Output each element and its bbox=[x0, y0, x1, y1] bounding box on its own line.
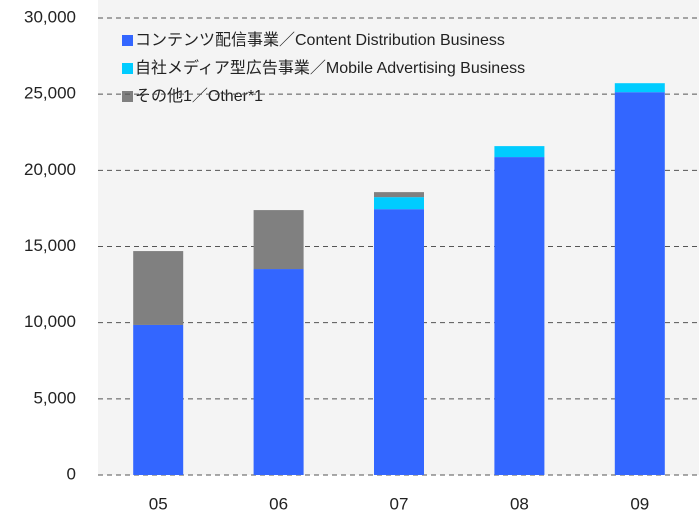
x-tick-label: 06 bbox=[269, 494, 288, 513]
x-tick-label: 07 bbox=[390, 494, 409, 513]
y-tick-label: 10,000 bbox=[24, 312, 76, 331]
y-tick-label: 25,000 bbox=[24, 84, 76, 103]
y-tick-label: 20,000 bbox=[24, 160, 76, 179]
legend-swatch bbox=[122, 91, 133, 102]
bar-segment bbox=[614, 92, 665, 475]
legend-swatch bbox=[122, 63, 133, 74]
y-tick-label: 5,000 bbox=[33, 388, 76, 407]
x-tick-label: 09 bbox=[630, 494, 649, 513]
legend-swatch bbox=[122, 35, 133, 46]
bar-segment bbox=[494, 157, 545, 476]
x-tick-label: 05 bbox=[149, 494, 168, 513]
bar-segment bbox=[133, 324, 184, 475]
y-tick-label: 15,000 bbox=[24, 236, 76, 255]
legend-label: コンテンツ配信事業／Content Distribution Business bbox=[135, 31, 505, 49]
legend-label: 自社メディア型広告事業／Mobile Advertising Business bbox=[135, 58, 525, 77]
bar-segment bbox=[133, 251, 184, 325]
bar-segment bbox=[374, 197, 424, 210]
y-tick-label: 0 bbox=[67, 464, 76, 483]
x-tick-label: 08 bbox=[510, 494, 529, 513]
bar-segment bbox=[494, 146, 545, 158]
bar-segment bbox=[614, 83, 665, 93]
bar-segment bbox=[253, 210, 304, 270]
legend-label: その他1／Other*1 bbox=[135, 87, 263, 105]
bar-segment bbox=[253, 269, 304, 475]
bar-segment bbox=[374, 209, 424, 475]
y-tick-label: 30,000 bbox=[24, 7, 76, 26]
bar-segment bbox=[374, 192, 424, 198]
legend: コンテンツ配信事業／Content Distribution Business 自… bbox=[122, 31, 525, 105]
